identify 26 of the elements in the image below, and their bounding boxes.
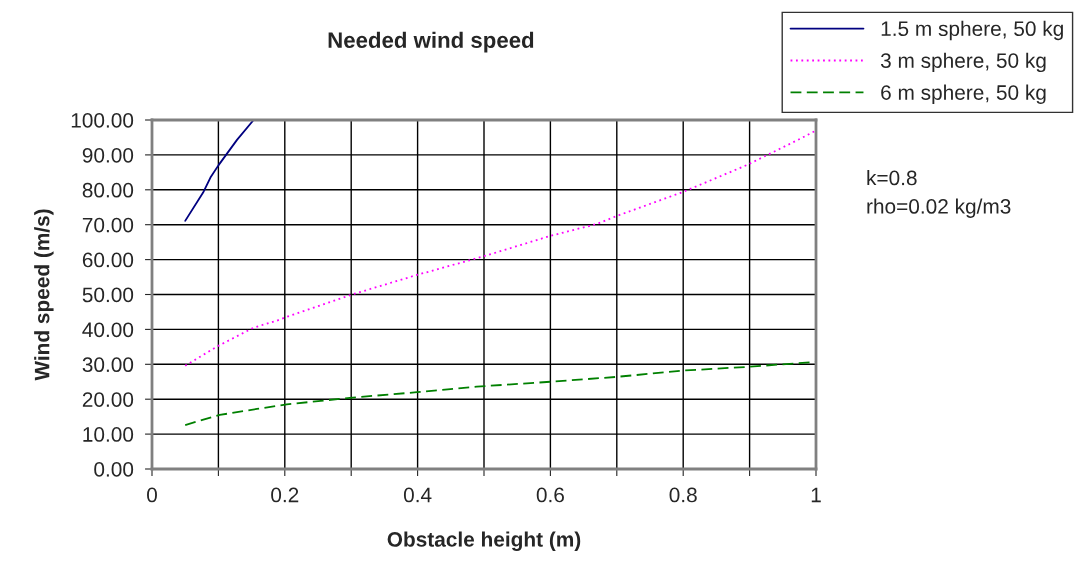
x-axis-title: Obstacle height (m) (387, 531, 581, 551)
y-tick-label: 50.00 (82, 287, 134, 303)
legend-label: 6 m sphere, 50 kg (881, 84, 1046, 105)
x-tick-label: 0 (147, 487, 157, 503)
y-tick-label: 80.00 (82, 182, 134, 198)
y-tick-label: 30.00 (82, 357, 134, 373)
y-tick-label: 20.00 (82, 392, 134, 407)
legend-label: 1.5 m sphere, 50 kg (881, 20, 1063, 41)
legend-label: 3 m sphere, 50 kg (880, 52, 1046, 73)
y-tick-label: 0.00 (94, 462, 134, 477)
text: k=0.8 rho=0.02 kg/m3 (867, 170, 1011, 218)
x-tick-label: 0.6 (536, 487, 564, 503)
y-tick-label: 60.00 (82, 252, 134, 268)
y-tick-label: 90.00 (82, 147, 134, 163)
line-series (184, 129, 817, 367)
x-tick-label: 0.8 (669, 487, 697, 503)
y-axis-title: Wind speed (m/s) (34, 209, 54, 381)
chart-title: Needed wind speed (328, 31, 534, 53)
x-tick-label: 0.4 (403, 487, 432, 503)
y-tick-label: 100.00 (71, 113, 134, 128)
x-tick-label: 0.2 (271, 487, 299, 503)
y-tick-label: 40.00 (82, 322, 134, 338)
line-series (184, 119, 255, 222)
y-tick-label: 70.00 (82, 217, 134, 233)
x-tick-label: 1 (811, 487, 821, 503)
y-tick-label: 10.00 (83, 427, 134, 442)
